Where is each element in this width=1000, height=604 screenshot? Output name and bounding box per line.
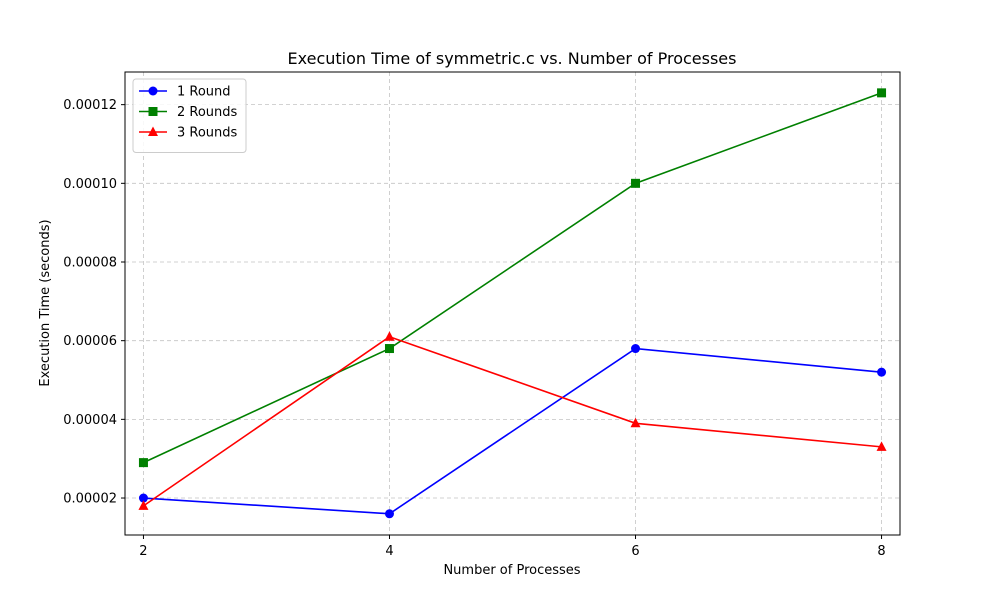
data-point [631, 178, 641, 188]
series-line [142, 335, 882, 507]
data-point [630, 417, 641, 428]
x-tick-label: 4 [385, 544, 393, 559]
legend-item: 3 Rounds [139, 126, 238, 141]
y-tick-label: 0.00004 [63, 413, 117, 428]
legend-box [132, 78, 247, 153]
y-tick-label: 0.00006 [63, 334, 117, 349]
y-tick-label: 0.00012 [63, 98, 117, 113]
legend-label: 3 Rounds [177, 126, 238, 141]
data-point [138, 493, 148, 503]
data-point [631, 344, 641, 354]
data-point [138, 458, 148, 468]
series-line [143, 92, 882, 464]
legend: 1 Round 2 Rounds 3 Rounds [132, 78, 247, 153]
x-tick-label: 8 [877, 544, 885, 559]
series-2 [138, 88, 887, 468]
ticks: 2 4 6 8 0.00002 0.00004 0.00006 0.00008 0.00010 0… [63, 98, 885, 559]
data-point [876, 441, 887, 451]
legend-marker [148, 126, 158, 136]
grid [125, 72, 900, 535]
legend-item: 1 Round [139, 85, 231, 100]
legend-label: 2 Rounds [177, 105, 238, 120]
x-tick-label: 6 [631, 544, 639, 559]
data-point [877, 88, 887, 98]
y-tick-label: 0.00002 [63, 492, 117, 507]
series-1 [138, 344, 887, 519]
data-point [384, 344, 394, 354]
legend-marker [148, 107, 158, 116]
series-layer [138, 88, 887, 519]
x-tick-label: 2 [139, 544, 147, 559]
y-tick-label: 0.00008 [63, 255, 117, 270]
x-axis-label: Number of Processes [443, 563, 580, 578]
legend-item: 2 Rounds [139, 105, 238, 120]
data-point [384, 509, 394, 519]
series-3 [138, 331, 887, 510]
legend-marker [148, 86, 158, 96]
data-point [877, 367, 887, 377]
legend-label: 1 Round [177, 85, 231, 100]
plot-frame [124, 71, 901, 536]
y-axis-label: Execution Time (seconds) [38, 219, 53, 386]
y-tick-label: 0.00010 [63, 177, 117, 192]
data-point [384, 331, 395, 341]
chart-title: Execution Time of symmetric.c vs. Number… [288, 49, 737, 68]
data-point [138, 500, 149, 510]
series-line [143, 347, 882, 515]
